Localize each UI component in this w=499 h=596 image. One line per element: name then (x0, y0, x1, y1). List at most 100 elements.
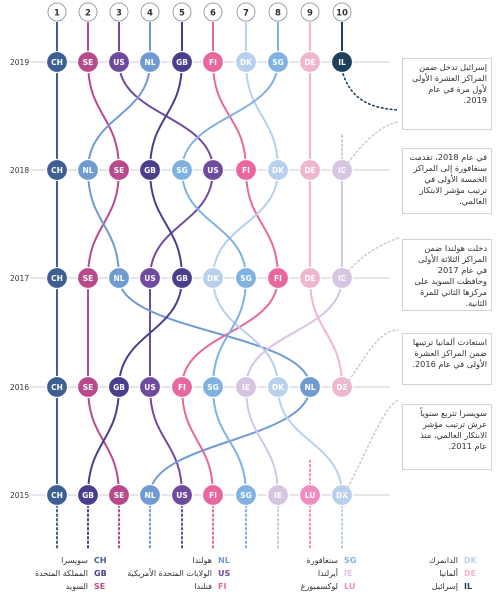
rank-header-3: 3 (109, 2, 129, 22)
marker-2016-SG: SG (201, 375, 225, 399)
connector-2015 (342, 399, 399, 496)
svg-text:7: 7 (243, 9, 249, 19)
legend-item-US: الولايات المتحدة الأمريكية US (127, 569, 236, 578)
marker-2019-DE: DE (298, 50, 322, 74)
legend-name-SG: سنغافورة (306, 556, 338, 565)
legend-name-SE: السويد (65, 582, 88, 591)
legend-code-DK: DK (464, 556, 477, 565)
marker-2016-CH: CH (45, 375, 69, 399)
legend-name-LU: لوكسمبورغ (300, 582, 338, 591)
marker-2018-DE: DE (298, 158, 322, 182)
series-line-FI (180, 61, 280, 496)
series-line-IE (244, 169, 344, 496)
legend-code-US: US (218, 569, 231, 578)
svg-text:SG: SG (240, 274, 252, 283)
year-label-2018: 2018 (10, 166, 29, 175)
marker-2019-IL: IL (330, 50, 354, 74)
year-label-2015: 2015 (10, 491, 29, 500)
series-line-GB (87, 61, 184, 496)
svg-text:FI: FI (178, 383, 186, 392)
marker-2017-US: US (138, 266, 162, 290)
svg-text:NL: NL (113, 274, 124, 283)
legend-code-SG: SG (344, 556, 357, 565)
marker-2019-NL: NL (138, 50, 162, 74)
annotation-2018: في عام 2018، تقدمت سنغافورة إلى المراكز … (402, 148, 492, 214)
marker-2015-GB: GB (76, 483, 100, 507)
svg-text:10: 10 (336, 9, 348, 19)
svg-text:5: 5 (179, 9, 185, 19)
rank-header-5: 5 (172, 2, 192, 22)
legend-code-GB: GB (94, 569, 107, 578)
marker-2017-SG: SG (234, 266, 258, 290)
svg-text:NL: NL (304, 383, 315, 392)
marker-2015-US: US (170, 483, 194, 507)
svg-text:3: 3 (116, 9, 122, 19)
marker-2015-SE: SE (107, 483, 131, 507)
rank-header-7: 7 (236, 2, 256, 22)
svg-text:SE: SE (114, 491, 125, 500)
connector-2017 (342, 237, 399, 279)
rank-header-4: 4 (140, 2, 160, 22)
svg-text:DE: DE (336, 383, 347, 392)
svg-text:US: US (144, 274, 156, 283)
marker-2017-DE: DE (298, 266, 322, 290)
marker-2016-GB: GB (107, 375, 131, 399)
marker-2019-DK: DK (234, 50, 258, 74)
svg-text:FI: FI (209, 58, 217, 67)
legend-name-NL: هولندا (192, 556, 212, 565)
legend-item-LU: لوكسمبورغ LU (258, 582, 362, 591)
svg-text:DK: DK (240, 58, 253, 67)
marker-2018-CH: CH (45, 158, 69, 182)
legend-name-CH: سويسرا (61, 556, 88, 565)
svg-text:CH: CH (51, 166, 63, 175)
legend-item-NL: هولندا NL (132, 556, 236, 565)
marker-2017-FI: FI (266, 266, 290, 290)
marker-2015-LU: LU (298, 483, 322, 507)
annotation-2017: دخلت هولندا ضمن المراكز الثلاثة الأولى ف… (402, 239, 492, 311)
rank-header-6: 6 (203, 2, 223, 22)
marker-2018-SE: SE (107, 158, 131, 182)
marker-2019-SG: SG (266, 50, 290, 74)
svg-text:SG: SG (240, 491, 252, 500)
svg-text:DK: DK (207, 274, 220, 283)
svg-text:CH: CH (51, 491, 63, 500)
rank-header-10: 10 (332, 2, 352, 22)
svg-text:US: US (144, 383, 156, 392)
marker-2016-SE: SE (76, 375, 100, 399)
legend-item-FI: فنلندا FI (132, 582, 236, 591)
svg-text:CH: CH (51, 383, 63, 392)
marker-2015-SG: SG (234, 483, 258, 507)
svg-text:1: 1 (54, 9, 60, 19)
year-label-2017: 2017 (10, 274, 29, 283)
svg-text:DE: DE (304, 166, 315, 175)
svg-text:9: 9 (307, 9, 313, 19)
svg-text:NL: NL (144, 491, 155, 500)
svg-text:GB: GB (144, 166, 156, 175)
legend-code-DE: DE (464, 569, 477, 578)
svg-text:SE: SE (114, 166, 125, 175)
marker-2016-US: US (138, 375, 162, 399)
legend-name-IL: إسرائيل (431, 582, 458, 591)
marker-2017-NL: NL (107, 266, 131, 290)
marker-2018-NL: NL (76, 158, 100, 182)
marker-2017-SE: SE (76, 266, 100, 290)
series-line-DE (308, 62, 343, 388)
marker-2018-GB: GB (138, 158, 162, 182)
legend-name-DK: الدانمرك (429, 556, 458, 565)
marker-2015-NL: NL (138, 483, 162, 507)
legend-code-LU: LU (344, 582, 356, 591)
svg-text:DK: DK (272, 166, 285, 175)
svg-text:IL: IL (338, 58, 346, 67)
legend-code-FI: FI (218, 582, 227, 591)
legend-code-IE: IE (344, 569, 353, 578)
marker-2019-SE: SE (76, 50, 100, 74)
marker-2016-IE: IE (234, 375, 258, 399)
svg-text:LU: LU (305, 491, 316, 500)
marker-2019-US: US (107, 50, 131, 74)
rank-header-2: 2 (78, 2, 98, 22)
svg-text:2: 2 (85, 9, 91, 19)
svg-text:SE: SE (83, 383, 94, 392)
legend-item-GB: المملكة المتحدة GB (8, 569, 112, 578)
series-line-SG (180, 61, 279, 496)
svg-text:CH: CH (51, 274, 63, 283)
